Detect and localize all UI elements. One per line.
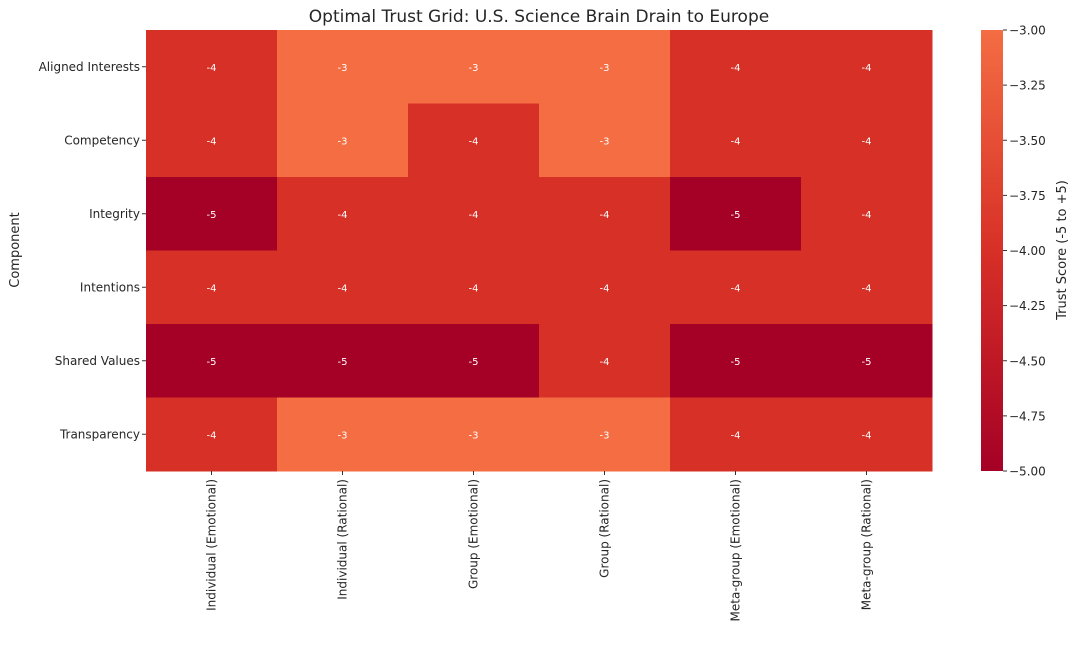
heatmap-cell [801, 324, 933, 398]
heatmap-cell [277, 324, 409, 398]
heatmap-cell [146, 177, 278, 251]
cell-value-label: -3 [338, 63, 348, 74]
cell-value-label: -5 [469, 357, 479, 368]
heatmap-cell [801, 103, 933, 178]
cell-value-label: -4 [731, 430, 741, 441]
heatmap-cell [539, 30, 671, 104]
x-tick-label: Meta-group (Emotional) [729, 479, 743, 621]
cell-value-label: -4 [207, 430, 217, 441]
heatmap-cell [801, 30, 933, 104]
y-tick-label: Integrity [89, 207, 140, 221]
cell-value-label: -4 [731, 63, 741, 74]
x-tick-label: Meta-group (Rational) [860, 479, 874, 610]
heatmap-cell [146, 250, 278, 325]
heatmap-cell [801, 397, 933, 472]
cell-value-label: -3 [469, 430, 479, 441]
y-tick-label: Transparency [59, 427, 140, 441]
cell-value-label: -3 [469, 63, 479, 74]
heatmap-cell [670, 397, 802, 472]
cell-value-label: -5 [207, 357, 217, 368]
cell-value-label: -4 [731, 283, 741, 294]
heatmap-cell [670, 30, 802, 104]
heatmap-cell [408, 103, 540, 178]
heatmap-cell [539, 250, 671, 325]
heatmap-cell [408, 397, 540, 472]
cell-value-label: -4 [731, 136, 741, 147]
colorbar-tick-label: −3.75 [1009, 189, 1046, 203]
heatmap-cell [539, 324, 671, 398]
y-tick-label: Competency [64, 133, 140, 147]
colorbar-tick-label: −5.00 [1009, 465, 1046, 479]
heatmap-cell [408, 250, 540, 325]
cell-value-label: -4 [207, 136, 217, 147]
cell-value-label: -3 [600, 63, 610, 74]
colorbar-tick-label: −4.00 [1009, 244, 1046, 258]
cell-value-label: -4 [600, 283, 610, 294]
y-axis-label: Component [8, 212, 23, 287]
cell-value-label: -3 [338, 430, 348, 441]
cell-value-label: -4 [469, 210, 479, 221]
heatmap-cell [146, 324, 278, 398]
cell-value-label: -4 [862, 136, 872, 147]
heatmap-cell [670, 324, 802, 398]
cell-value-label: -4 [862, 430, 872, 441]
heatmap-cell [146, 397, 278, 472]
cell-value-label: -4 [600, 210, 610, 221]
x-tick-label: Group (Rational) [598, 479, 612, 578]
heatmap-cell [670, 177, 802, 251]
heatmap-cell [670, 250, 802, 325]
colorbar [981, 30, 1003, 471]
x-tick-label: Individual (Emotional) [205, 479, 219, 611]
cell-value-label: -4 [469, 283, 479, 294]
colorbar-tick-label: −4.50 [1009, 354, 1046, 368]
y-tick-label: Aligned Interests [39, 60, 140, 74]
cell-value-label: -4 [862, 63, 872, 74]
chart-title: Optimal Trust Grid: U.S. Science Brain D… [309, 7, 769, 27]
y-tick-label: Shared Values [55, 354, 140, 368]
y-tick-label: Intentions [80, 280, 140, 294]
cell-value-label: -5 [862, 357, 872, 368]
cell-value-label: -4 [862, 283, 872, 294]
heatmap-cell [539, 177, 671, 251]
heatmap-cell [801, 177, 933, 251]
cell-value-label: -4 [338, 210, 348, 221]
cell-value-label: -4 [338, 283, 348, 294]
heatmap-cell [408, 324, 540, 398]
x-tick-label: Individual (Rational) [336, 479, 350, 600]
cell-value-label: -4 [469, 136, 479, 147]
heatmap-cell [277, 30, 409, 104]
x-tick-label: Group (Emotional) [467, 479, 481, 589]
heatmap-cell [277, 397, 409, 472]
cell-value-label: -4 [207, 283, 217, 294]
heatmap-cell [539, 397, 671, 472]
cell-value-label: -5 [731, 357, 741, 368]
colorbar-tick-label: −4.25 [1009, 299, 1046, 313]
cell-value-label: -4 [207, 63, 217, 74]
heatmap-cell [408, 177, 540, 251]
cell-value-label: -3 [338, 136, 348, 147]
colorbar-tick-label: −4.75 [1009, 409, 1046, 423]
heatmap-cell [146, 103, 278, 178]
colorbar-tick-label: −3.00 [1009, 24, 1046, 38]
cell-value-label: -5 [207, 210, 217, 221]
colorbar-label: Trust Score (-5 to +5) [1055, 180, 1070, 321]
heatmap-cell [277, 177, 409, 251]
cell-value-label: -3 [600, 136, 610, 147]
cell-value-label: -5 [338, 357, 348, 368]
cell-value-label: -3 [600, 430, 610, 441]
heatmap-cell [670, 103, 802, 178]
heatmap-cell [146, 30, 278, 104]
heatmap-cell [277, 103, 409, 178]
heatmap-cell [408, 30, 540, 104]
cell-value-label: -5 [731, 210, 741, 221]
heatmap-cell [277, 250, 409, 325]
colorbar-tick-label: −3.25 [1009, 79, 1046, 93]
cell-value-label: -4 [600, 357, 610, 368]
heatmap-cell [801, 250, 933, 325]
heatmap-cell [539, 103, 671, 178]
colorbar-tick-label: −3.50 [1009, 134, 1046, 148]
cell-value-label: -4 [862, 210, 872, 221]
